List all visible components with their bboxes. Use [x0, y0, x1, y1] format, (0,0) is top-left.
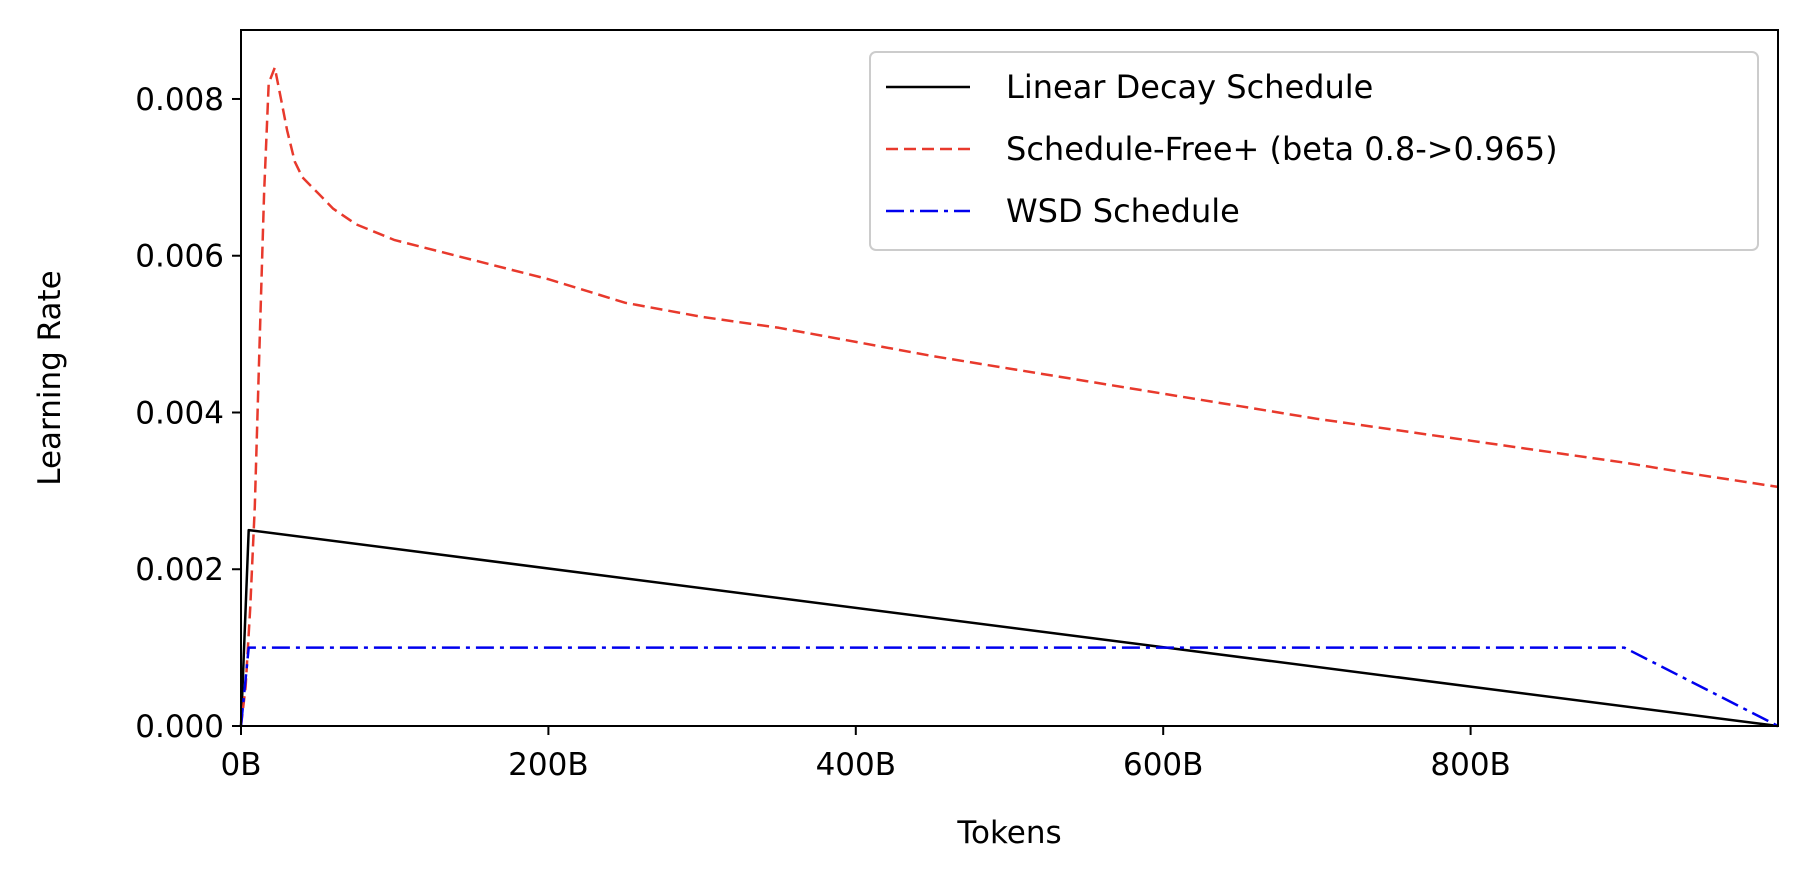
legend-label-0: Linear Decay Schedule — [1006, 68, 1373, 106]
y-tick-label: 0.002 — [135, 552, 224, 588]
plot-area — [239, 66, 1779, 728]
x-tick-label: 800B — [1430, 747, 1510, 783]
y-axis: 0.000 0.002 0.004 0.006 0.008 — [135, 82, 241, 745]
legend: Linear Decay Schedule Schedule-Free+ (bet… — [869, 51, 1759, 251]
x-tick-label: 0B — [221, 747, 262, 783]
x-tick-label: 200B — [508, 747, 588, 783]
y-tick-label: 0.008 — [135, 82, 224, 118]
y-axis-label: Learning Rate — [32, 270, 68, 486]
y-tick-label: 0.004 — [135, 395, 224, 431]
legend-label-1: Schedule-Free+ (beta 0.8->0.965) — [1006, 130, 1558, 168]
plot-frame — [240, 29, 1779, 727]
series-line-0 — [239, 528, 1779, 728]
series-line-2 — [239, 646, 1779, 728]
x-axis: 0B 200B 400B 600B 800B — [221, 726, 1511, 783]
legend-box — [869, 51, 1759, 251]
x-axis-label: Tokens — [956, 815, 1061, 851]
y-tick-label: 0.000 — [135, 709, 224, 745]
legend-label-2: WSD Schedule — [1006, 192, 1240, 230]
x-tick-label: 600B — [1123, 747, 1203, 783]
x-tick-label: 400B — [816, 747, 896, 783]
y-tick-label: 0.006 — [135, 239, 224, 275]
